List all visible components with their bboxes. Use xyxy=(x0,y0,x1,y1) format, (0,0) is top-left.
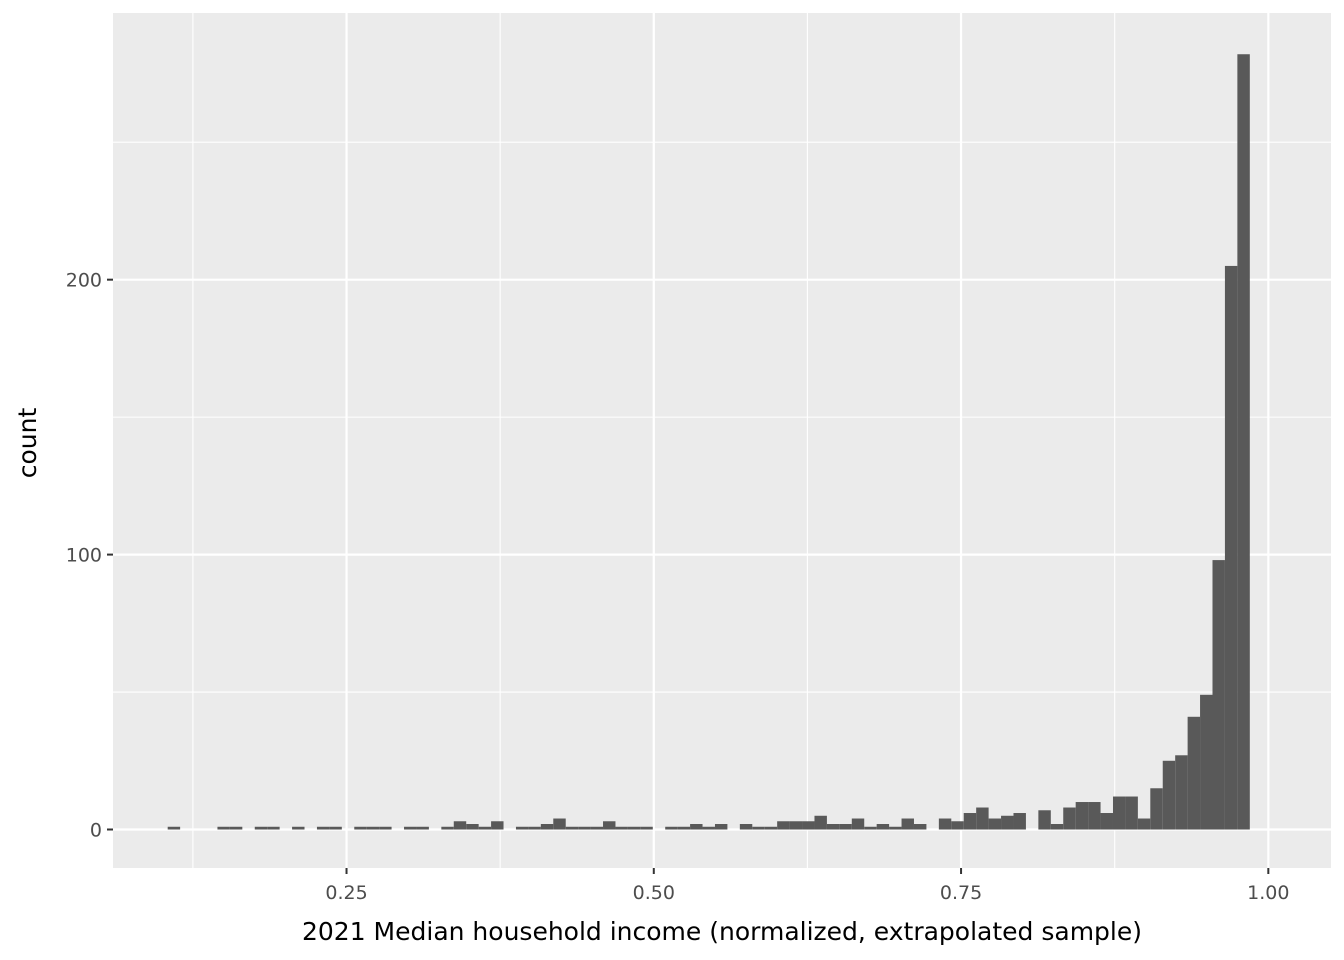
histogram-bar xyxy=(752,826,765,830)
histogram-bar xyxy=(254,826,268,830)
histogram-bar xyxy=(789,821,803,830)
histogram-bar xyxy=(690,824,703,830)
histogram-bar xyxy=(901,818,914,830)
histogram-bar xyxy=(764,826,778,830)
y-axis: 0 100 200 xyxy=(66,270,113,842)
histogram-bar xyxy=(938,818,952,830)
minor-gridlines xyxy=(113,13,1331,868)
histogram-bar xyxy=(515,826,529,830)
histogram-bar xyxy=(714,824,728,830)
histogram-bar xyxy=(167,826,181,830)
histogram-bar xyxy=(441,826,454,830)
histogram-bar xyxy=(627,826,641,830)
histogram-bar xyxy=(615,826,628,830)
histogram-bar xyxy=(1224,265,1238,830)
y-axis-title: count xyxy=(13,408,42,479)
x-tick-label: 0.50 xyxy=(633,882,675,904)
histogram-bar xyxy=(590,826,604,830)
histogram-bar xyxy=(1063,807,1076,830)
x-tick-label: 0.25 xyxy=(325,882,367,904)
histogram-bar xyxy=(1050,824,1064,830)
histogram-bar xyxy=(366,826,380,830)
histogram-bar xyxy=(217,826,230,830)
histogram-bar xyxy=(963,813,977,830)
histogram-bar xyxy=(379,826,392,830)
histogram-bar xyxy=(1212,560,1225,830)
histogram-bar xyxy=(292,826,305,830)
y-tick-label: 200 xyxy=(66,270,102,292)
histogram-bar xyxy=(1112,796,1126,830)
histogram-bar xyxy=(889,826,902,830)
histogram-bar xyxy=(665,826,678,830)
histogram-bar xyxy=(1187,716,1201,830)
histogram-bar xyxy=(466,824,479,830)
histogram-bar xyxy=(267,826,280,830)
histogram-bar xyxy=(453,821,467,830)
histogram-bar xyxy=(802,821,815,830)
histogram-bar xyxy=(229,826,243,830)
x-axis-title: 2021 Median household income (normalized… xyxy=(302,917,1142,946)
histogram-bar xyxy=(1150,788,1163,830)
histogram-bar xyxy=(1013,813,1026,830)
histogram-bar xyxy=(416,826,429,830)
y-tick-label: 100 xyxy=(66,545,102,567)
histogram-bar xyxy=(354,826,367,830)
histogram-bar xyxy=(1088,802,1101,830)
histogram-bar xyxy=(1100,813,1113,830)
histogram-bar xyxy=(1038,810,1051,830)
histogram-bar xyxy=(578,826,591,830)
histogram-bar xyxy=(826,824,840,830)
histogram-bar xyxy=(1125,796,1138,830)
histogram-bar xyxy=(1200,694,1213,830)
histogram-bar xyxy=(677,826,691,830)
histogram-bar xyxy=(1162,760,1176,830)
histogram-bar xyxy=(478,826,492,830)
histogram-bar xyxy=(404,826,417,830)
histogram-bar xyxy=(316,826,330,830)
histogram-bar xyxy=(565,826,579,830)
histogram-bar xyxy=(1075,802,1089,830)
histogram-bar xyxy=(777,821,790,830)
histogram-bar xyxy=(876,824,890,830)
histogram-bar xyxy=(640,826,653,830)
x-tick-label: 1.00 xyxy=(1247,882,1289,904)
histogram-bar xyxy=(1175,755,1188,830)
histogram-bar xyxy=(702,826,715,830)
histogram-bar xyxy=(540,824,554,830)
histogram-bar xyxy=(603,821,616,830)
histogram-bar xyxy=(1137,818,1151,830)
histogram-bar xyxy=(1237,54,1250,830)
histogram-bar xyxy=(814,815,827,830)
histogram-bar xyxy=(528,826,541,830)
x-tick-label: 0.75 xyxy=(940,882,982,904)
plot-panel xyxy=(113,13,1331,868)
histogram-bar xyxy=(739,824,753,830)
histogram-bars xyxy=(167,54,1250,830)
histogram-bar xyxy=(491,821,504,830)
histogram-bar xyxy=(329,826,342,830)
x-axis: 0.25 0.50 0.75 1.00 xyxy=(325,868,1289,904)
histogram-bar xyxy=(864,826,877,830)
histogram-bar xyxy=(951,821,964,830)
histogram-bar xyxy=(988,818,1002,830)
histogram-bar xyxy=(851,818,865,830)
major-gridlines xyxy=(113,13,1331,868)
histogram-bar xyxy=(553,818,566,830)
histogram-bar xyxy=(1001,815,1014,830)
histogram-bar xyxy=(839,824,852,830)
histogram-bar xyxy=(913,824,927,830)
histogram-bar xyxy=(976,807,989,830)
y-tick-label: 0 xyxy=(90,820,102,842)
